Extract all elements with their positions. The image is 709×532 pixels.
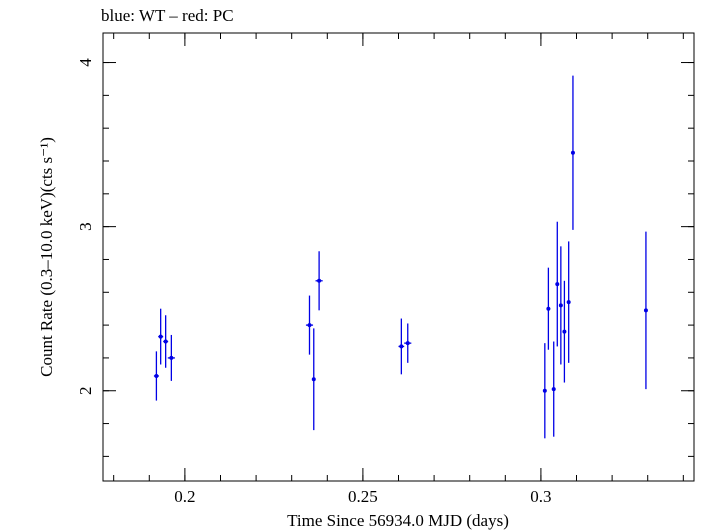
data-point bbox=[404, 323, 412, 363]
axis-ticks bbox=[103, 33, 694, 481]
data-point bbox=[158, 308, 164, 365]
point-marker bbox=[311, 377, 316, 382]
point-marker bbox=[169, 355, 174, 360]
tick-labels: 0.2 0.25 0.3 2 3 4 bbox=[76, 58, 552, 506]
y-axis-label: Count Rate (0.3–10.0 keV)(cts s⁻¹) bbox=[37, 137, 56, 377]
point-marker bbox=[154, 373, 159, 378]
data-point bbox=[551, 341, 556, 437]
point-marker bbox=[558, 303, 563, 308]
data-point bbox=[562, 280, 567, 383]
point-marker bbox=[399, 344, 404, 349]
chart-title: blue: WT – red: PC bbox=[101, 6, 234, 25]
point-marker bbox=[163, 339, 168, 344]
data-point bbox=[153, 351, 159, 401]
point-marker bbox=[307, 323, 312, 328]
y-tick-label: 2 bbox=[76, 386, 95, 395]
data-point bbox=[542, 343, 547, 439]
data-points bbox=[153, 75, 648, 439]
point-marker bbox=[555, 282, 560, 287]
data-point bbox=[167, 334, 175, 381]
x-tick-label: 0.2 bbox=[174, 487, 195, 506]
y-tick-label: 4 bbox=[76, 58, 95, 67]
data-point bbox=[546, 267, 551, 350]
data-point bbox=[643, 231, 648, 390]
data-point bbox=[163, 315, 169, 368]
point-marker bbox=[317, 278, 322, 283]
point-marker bbox=[566, 300, 571, 305]
x-axis-label: Time Since 56934.0 MJD (days) bbox=[287, 511, 509, 530]
y-tick-label: 3 bbox=[76, 222, 95, 231]
point-marker bbox=[643, 308, 648, 313]
point-marker bbox=[562, 329, 567, 334]
point-marker bbox=[405, 341, 410, 346]
data-point bbox=[566, 241, 571, 363]
data-point bbox=[311, 328, 316, 431]
data-point bbox=[570, 75, 575, 230]
point-marker bbox=[158, 334, 163, 339]
point-marker bbox=[542, 388, 547, 393]
data-point bbox=[315, 251, 323, 311]
data-point bbox=[555, 221, 560, 347]
point-marker bbox=[551, 387, 556, 392]
x-tick-label: 0.3 bbox=[530, 487, 551, 506]
point-marker bbox=[546, 306, 551, 311]
x-tick-label: 0.25 bbox=[348, 487, 378, 506]
point-marker bbox=[570, 150, 575, 155]
plot-frame bbox=[102, 32, 695, 482]
data-point bbox=[305, 295, 314, 355]
data-point bbox=[558, 246, 563, 365]
data-point bbox=[398, 318, 405, 375]
